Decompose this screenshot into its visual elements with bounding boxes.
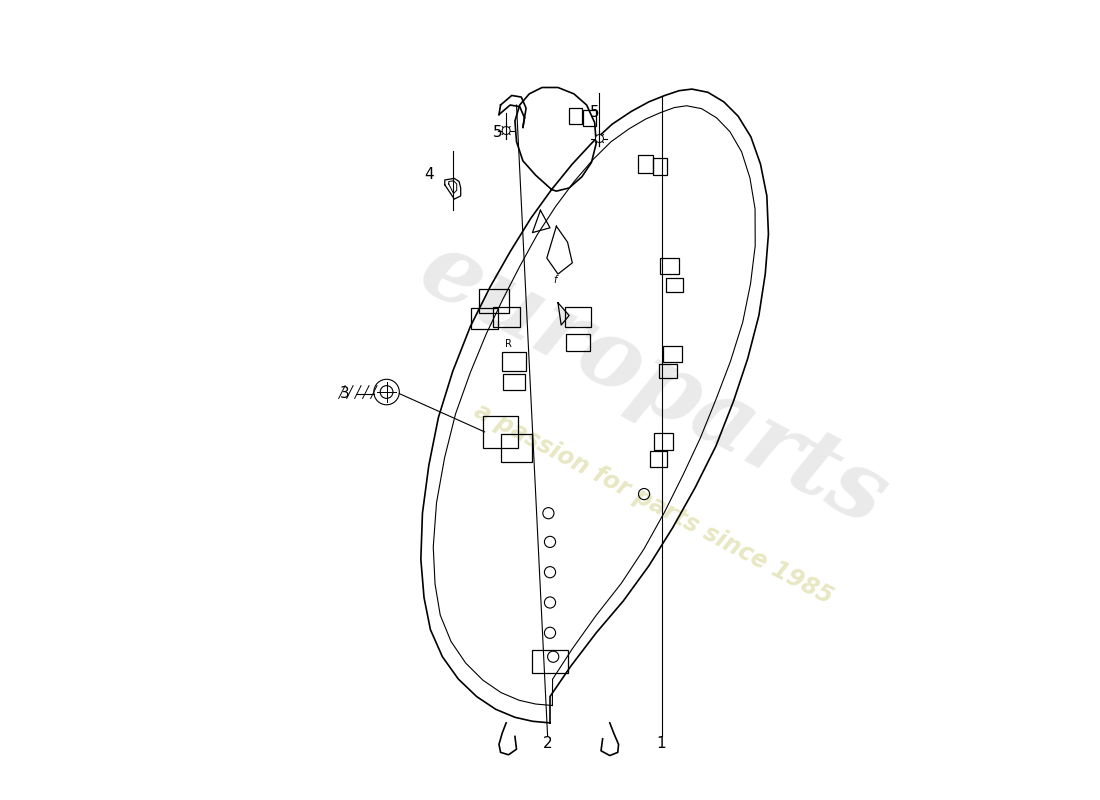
Bar xyxy=(653,433,673,450)
Bar xyxy=(583,110,596,126)
Text: 4: 4 xyxy=(424,167,433,182)
Bar xyxy=(471,308,498,329)
Text: 5: 5 xyxy=(494,125,503,140)
Bar xyxy=(663,346,682,362)
Bar xyxy=(565,334,590,351)
Bar xyxy=(503,352,526,371)
Text: 5: 5 xyxy=(590,105,600,120)
Circle shape xyxy=(595,134,604,142)
Text: a passion for parts since 1985: a passion for parts since 1985 xyxy=(470,398,837,609)
Circle shape xyxy=(503,126,510,134)
Bar xyxy=(503,374,526,390)
Bar xyxy=(569,108,582,124)
Bar xyxy=(493,306,519,327)
Text: 1: 1 xyxy=(657,737,667,751)
Bar xyxy=(650,451,668,467)
Bar xyxy=(666,278,683,292)
Text: R: R xyxy=(505,339,512,349)
Bar xyxy=(638,155,652,173)
Bar xyxy=(483,416,518,448)
Bar xyxy=(660,258,679,274)
Text: 3: 3 xyxy=(340,386,349,401)
Bar xyxy=(565,306,591,327)
Text: 2: 2 xyxy=(542,737,552,751)
Text: europarts: europarts xyxy=(405,223,902,545)
Bar xyxy=(532,650,568,673)
Bar xyxy=(478,289,509,313)
Bar xyxy=(652,158,668,175)
Bar xyxy=(500,434,532,462)
Text: f: f xyxy=(553,275,557,286)
Bar xyxy=(659,364,676,378)
